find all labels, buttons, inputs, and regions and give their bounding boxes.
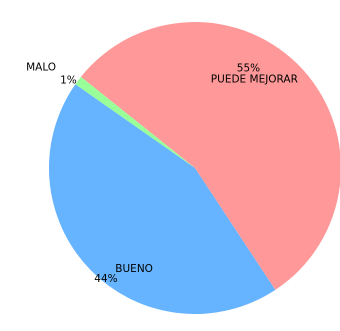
slice-percent-label: 55% bbox=[237, 63, 260, 75]
slice-name-label: PUEDE MEJORAR bbox=[211, 74, 298, 86]
pie-slices bbox=[48, 22, 340, 315]
slice-percent-label: 44% bbox=[94, 273, 117, 285]
slice-percent-label: 1% bbox=[60, 75, 77, 87]
slice-name-label: BUENO bbox=[115, 263, 153, 275]
pie-slice-puede-mejorar bbox=[80, 22, 340, 290]
slice-name-label: MALO bbox=[26, 62, 56, 74]
pie-slice-malo bbox=[75, 76, 195, 168]
pie-slice-bueno bbox=[48, 84, 276, 315]
